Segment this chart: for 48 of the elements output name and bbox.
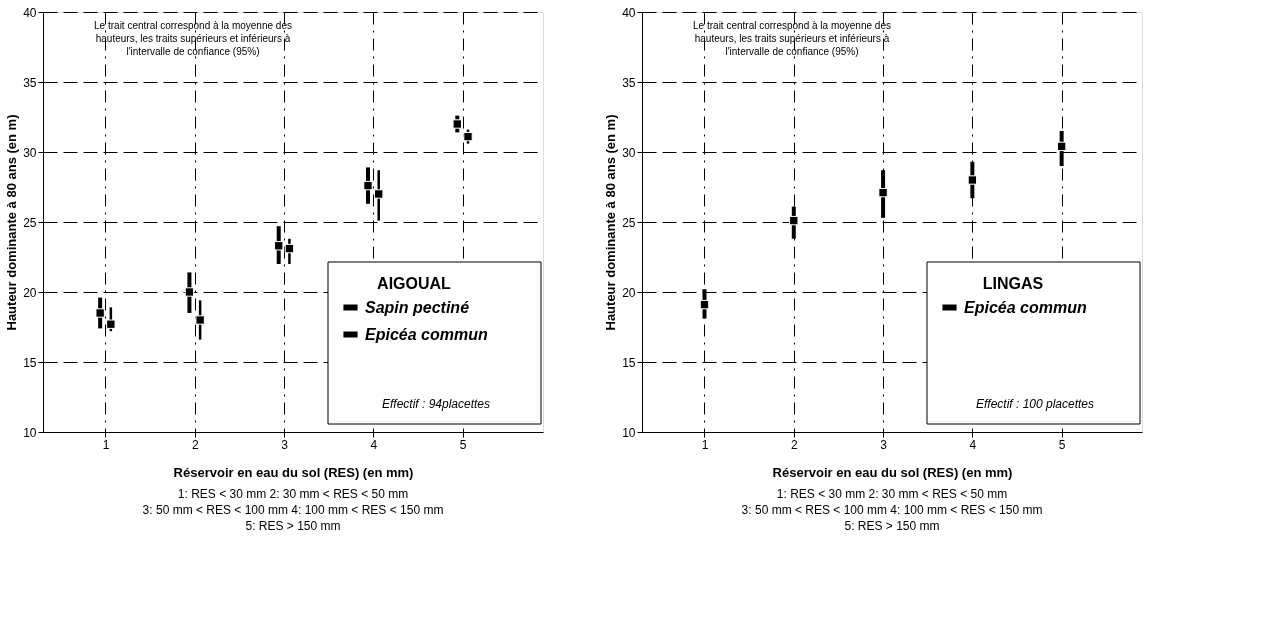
annotation: Le trait central correspond à la moyenne des hauteurs, les traits supérieurs et inférieurs à l'intervalle de confiance (95%) xyxy=(693,20,891,57)
y-tick-label: 35 xyxy=(23,75,37,90)
point xyxy=(878,187,888,198)
annotation: Effectif : 100 placettes xyxy=(975,397,1095,411)
annotation: Le trait central correspond à la moyenne des hauteurs, les traits supérieurs et inférieurs à l'intervalle de confiance (95%) xyxy=(94,20,292,57)
y-axis-title: Hauteur dominante à 80 ans (en m) xyxy=(4,114,20,331)
y-tick-label: 15 xyxy=(23,355,37,370)
y-tick-label: 25 xyxy=(622,215,636,230)
legend-label: Epicéa commun xyxy=(365,325,488,343)
x-tick-label: 1 xyxy=(701,437,709,452)
y-tick-label: 15 xyxy=(622,355,636,370)
legend-title: AIGOUAL xyxy=(377,275,452,292)
x-tick-label: 1 xyxy=(102,437,110,452)
legend-label: Epicéa commun xyxy=(964,298,1087,316)
y-tick-label: 30 xyxy=(23,145,37,160)
text: 5: RES > 150 mm xyxy=(844,519,940,533)
x-axis-title: Réservoir en eau du sol (RES) (en mm) xyxy=(173,464,414,480)
x-tick-label: 3 xyxy=(281,437,289,452)
legend-title: LINGAS xyxy=(982,275,1044,292)
point xyxy=(699,299,710,310)
x-tick-label: 5 xyxy=(1058,437,1066,452)
text: 1: RES < 30 mm 2: 30 mm < RES < 50 mm xyxy=(177,487,409,501)
legend-label: Sapin pectiné xyxy=(365,298,470,316)
point xyxy=(1056,141,1067,152)
y-tick-label: 35 xyxy=(622,75,636,90)
y-tick-label: 25 xyxy=(23,215,37,230)
x-axis-title: Réservoir en eau du sol (RES) (en mm) xyxy=(772,464,1013,480)
text: 5: RES > 150 mm xyxy=(245,519,341,533)
x-tick-label: 2 xyxy=(790,437,798,452)
text: 3: 50 mm < RES < 100 mm 4: 100 mm < RES < 150 mm xyxy=(741,503,1043,517)
y-axis-title: Hauteur dominante à 80 ans (en m) xyxy=(603,114,619,331)
point xyxy=(967,175,978,185)
x-tick-label: 5 xyxy=(459,437,467,452)
text: 1: RES < 30 mm 2: 30 mm < RES < 50 mm xyxy=(776,487,1008,501)
x-tick-label: 4 xyxy=(370,437,378,452)
x-tick-label: 4 xyxy=(969,437,977,452)
y-tick-label: 20 xyxy=(622,285,636,300)
y-tick-label: 20 xyxy=(23,285,37,300)
x-tick-label: 3 xyxy=(880,437,888,452)
point xyxy=(789,215,799,226)
y-tick-label: 10 xyxy=(23,425,37,440)
annotation: Effectif : 94placettes xyxy=(381,397,491,411)
x-tick-label: 2 xyxy=(191,437,199,452)
y-tick-label: 40 xyxy=(23,5,37,20)
y-tick-label: 30 xyxy=(622,145,636,160)
y-tick-label: 40 xyxy=(622,5,636,20)
text: 3: 50 mm < RES < 100 mm 4: 100 mm < RES < 150 mm xyxy=(142,503,444,517)
y-tick-label: 10 xyxy=(622,425,636,440)
